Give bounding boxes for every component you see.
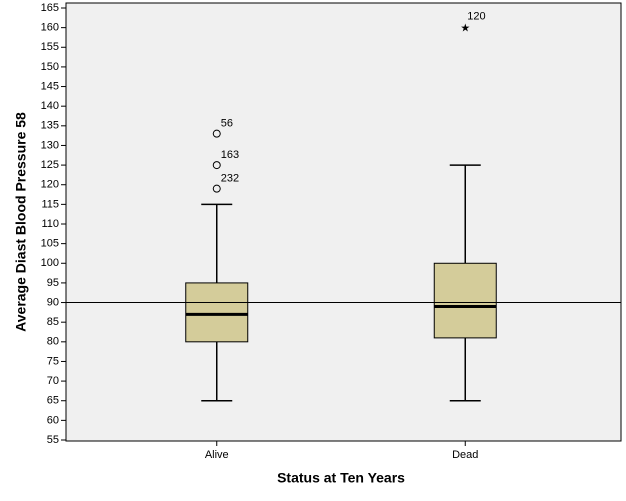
y-tick-label: 95 bbox=[47, 277, 59, 289]
outlier bbox=[212, 129, 221, 138]
y-axis-title: Average Diast Blood Pressure 58 bbox=[13, 112, 29, 332]
y-tick-label: 75 bbox=[47, 355, 59, 367]
y-tick-label: 130 bbox=[41, 139, 59, 151]
box bbox=[433, 262, 497, 339]
y-tick-label: 165 bbox=[41, 2, 59, 14]
y-tick-label: 85 bbox=[47, 316, 59, 328]
plot-area bbox=[65, 2, 622, 442]
y-tick-label: 105 bbox=[41, 238, 59, 250]
y-tick-label: 145 bbox=[41, 80, 59, 92]
y-tick-label: 135 bbox=[41, 120, 59, 132]
outlier-label: 56 bbox=[221, 118, 233, 130]
y-tick-label: 70 bbox=[47, 375, 59, 387]
outlier bbox=[212, 161, 221, 170]
box bbox=[185, 282, 249, 343]
extreme: ★ bbox=[460, 23, 470, 35]
x-tick-label: Alive bbox=[205, 449, 229, 461]
y-tick-label: 155 bbox=[41, 41, 59, 53]
y-tick-label: 60 bbox=[47, 414, 59, 426]
y-tick-label: 110 bbox=[41, 218, 59, 230]
y-tick-label: 140 bbox=[41, 100, 59, 112]
outlier bbox=[212, 184, 221, 193]
y-tick-label: 100 bbox=[41, 257, 59, 269]
y-tick-label: 55 bbox=[47, 434, 59, 446]
outlier-label: 232 bbox=[221, 173, 239, 185]
y-tick-label: 125 bbox=[41, 159, 59, 171]
y-tick-label: 150 bbox=[41, 61, 59, 73]
outlier-label: 163 bbox=[221, 149, 239, 161]
y-tick-label: 115 bbox=[41, 198, 59, 210]
extreme-label: 120 bbox=[467, 11, 485, 23]
y-tick-label: 90 bbox=[47, 296, 59, 308]
y-tick-label: 80 bbox=[47, 336, 59, 348]
x-axis-title: Status at Ten Years bbox=[277, 470, 405, 486]
y-tick-label: 120 bbox=[41, 179, 59, 191]
y-tick-label: 65 bbox=[47, 395, 59, 407]
y-tick-label: 160 bbox=[41, 22, 59, 34]
x-tick-label: Dead bbox=[452, 449, 478, 461]
